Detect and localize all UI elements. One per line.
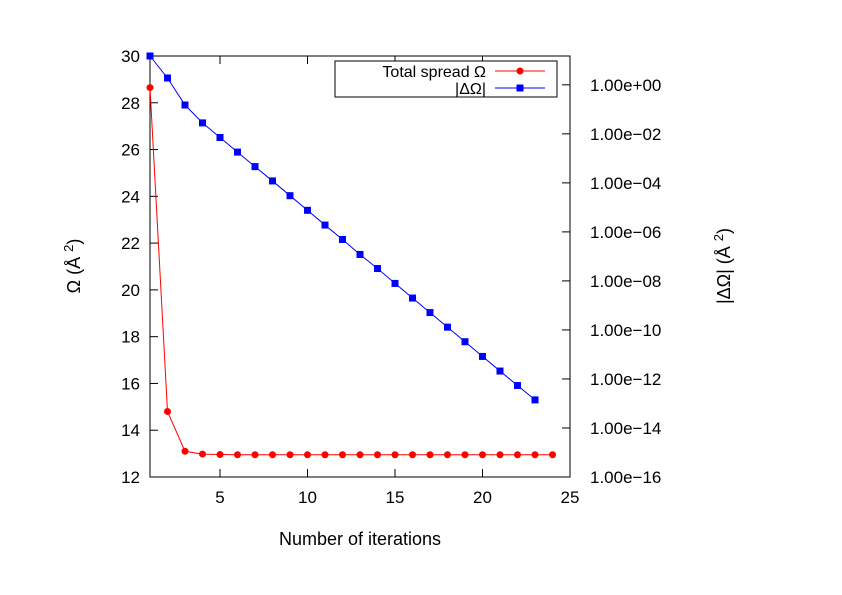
y-tick-label: 28 — [121, 94, 140, 113]
y2-tick-label: 1.00e−10 — [590, 321, 661, 340]
data-point — [181, 101, 189, 109]
data-point — [146, 52, 154, 60]
data-point — [531, 451, 539, 459]
data-point — [496, 367, 504, 375]
data-point — [461, 451, 469, 459]
data-point — [549, 451, 556, 459]
x-tick-label: 25 — [561, 488, 580, 507]
data-point — [444, 323, 451, 331]
data-point — [269, 177, 276, 185]
data-point — [304, 206, 311, 214]
data-point — [251, 451, 259, 459]
data-point — [251, 163, 259, 171]
y-tick-label: 18 — [121, 328, 140, 347]
data-point — [391, 451, 399, 459]
y2-axis-label: |ΔΩ| (Å 2) — [711, 228, 734, 304]
y-tick-label: 20 — [121, 281, 140, 300]
legend-label: Total spread Ω — [382, 64, 486, 81]
x-tick-label: 5 — [215, 488, 224, 507]
data-point — [216, 451, 224, 459]
data-point — [164, 74, 171, 82]
y2-tick-label: 1.00e−02 — [590, 125, 661, 144]
data-point — [339, 235, 346, 243]
y-label-end: ) — [64, 239, 84, 245]
data-point — [164, 408, 171, 416]
data-point — [409, 294, 416, 302]
data-point — [216, 133, 224, 141]
y-tick-label: 30 — [121, 47, 140, 66]
x-tick-label: 20 — [473, 488, 492, 507]
y-tick-label: 24 — [121, 187, 140, 206]
y-tick-label: 16 — [121, 374, 140, 393]
data-point — [356, 451, 364, 459]
x-tick-label: 10 — [298, 488, 317, 507]
legend-marker — [516, 84, 524, 92]
y-label-main: Ω (Å — [64, 252, 84, 293]
data-point — [321, 221, 329, 229]
data-point — [304, 451, 311, 459]
data-point — [514, 451, 521, 459]
x-tick-label: 15 — [386, 488, 405, 507]
data-point — [234, 148, 241, 156]
data-point — [426, 451, 434, 459]
y-label-sup: 2 — [61, 245, 76, 252]
y2-tick-label: 1.00e−16 — [590, 468, 661, 487]
y2-label-main: |ΔΩ| (Å — [714, 241, 734, 304]
y-axis-label: Ω (Å 2) — [61, 239, 84, 294]
data-point — [479, 451, 486, 459]
data-point — [479, 352, 486, 360]
y2-tick-label: 1.00e−08 — [590, 272, 661, 291]
data-point — [496, 451, 504, 459]
plot-frame — [149, 55, 571, 478]
data-point — [181, 447, 189, 455]
data-point — [321, 451, 329, 459]
data-point — [146, 84, 154, 92]
data-point — [374, 451, 381, 459]
data-point — [531, 396, 539, 404]
legend-label: |ΔΩ| — [455, 81, 486, 98]
data-point — [199, 119, 206, 127]
data-point — [234, 451, 241, 459]
y2-tick-label: 1.00e−06 — [590, 223, 661, 242]
data-point — [339, 451, 346, 459]
data-point — [269, 451, 276, 459]
y-tick-label: 26 — [121, 141, 140, 160]
data-point — [444, 451, 451, 459]
y2-tick-label: 1.00e−14 — [590, 419, 661, 438]
x-axis-label: Number of iterations — [279, 529, 441, 549]
y2-label-sup: 2 — [711, 234, 726, 241]
data-point — [409, 451, 416, 459]
data-point — [356, 250, 364, 258]
data-point — [199, 450, 206, 458]
y-tick-label: 14 — [121, 421, 140, 440]
data-point — [286, 451, 294, 459]
data-point — [286, 192, 294, 200]
y2-tick-label: 1.00e+00 — [590, 76, 661, 95]
y2-tick-label: 1.00e−04 — [590, 174, 661, 193]
y-tick-label: 12 — [121, 468, 140, 487]
data-point — [461, 338, 469, 346]
data-point — [426, 309, 434, 317]
y2-label-end: ) — [714, 228, 734, 234]
data-point — [514, 382, 521, 390]
data-point — [374, 265, 381, 273]
legend-marker — [516, 67, 524, 75]
data-point — [391, 279, 399, 287]
y-tick-label: 22 — [121, 234, 140, 253]
y2-tick-label: 1.00e−12 — [590, 370, 661, 389]
